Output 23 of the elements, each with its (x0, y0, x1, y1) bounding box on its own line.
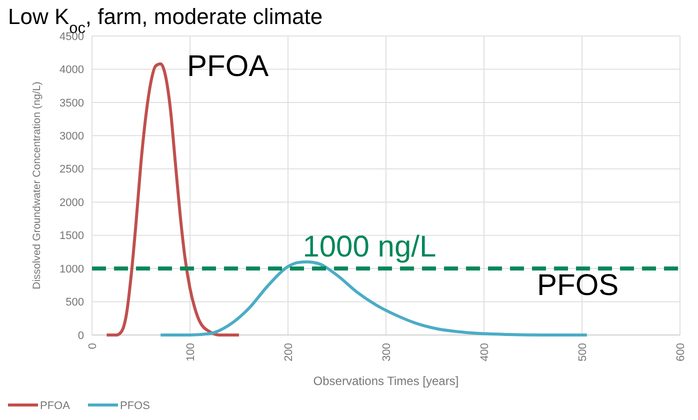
annotation: PFOS (537, 269, 619, 302)
y-tick-label: 3500 (60, 97, 84, 110)
legend-label: PFOS (120, 400, 150, 412)
y-tick-label: 1000 (60, 263, 84, 276)
y-tick-label: 4000 (60, 64, 84, 76)
y-tick-label: 1500 (60, 230, 84, 242)
y-tick-label: 0 (78, 330, 84, 342)
annotation: PFOA (187, 50, 269, 83)
x-tick-label: 600 (674, 343, 687, 362)
y-tick-label: 2000 (60, 196, 84, 209)
x-axis-title: Observations Times [years] (313, 374, 459, 388)
legend-label: PFOA (40, 400, 71, 412)
x-tick-label: 400 (478, 343, 491, 362)
y-tick-label: 2500 (60, 164, 84, 176)
x-tick-label: 500 (576, 343, 589, 362)
ref-line-label: 1000 ng/L (302, 230, 436, 264)
x-tick-label: 200 (282, 343, 295, 362)
y-tick-label: 500 (66, 296, 84, 309)
x-tick-label: 0 (86, 343, 99, 350)
x-tick-label: 100 (184, 343, 197, 362)
x-tick-label: 300 (380, 343, 393, 362)
y-axis-title: Dissolved Groundwater Concentration (ng/L) (31, 82, 43, 290)
y-tick-label: 3000 (60, 130, 84, 143)
